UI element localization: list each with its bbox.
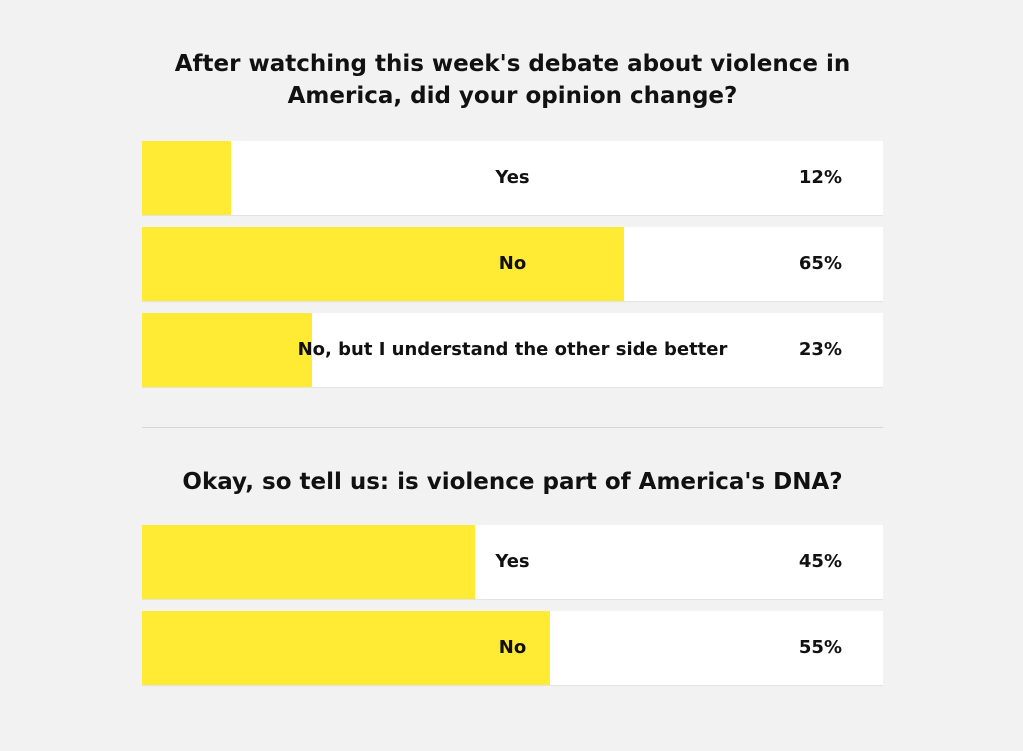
poll-option-percent: 12% xyxy=(798,167,842,188)
poll-options: Yes 45% No 55% xyxy=(142,525,883,697)
poll-option-yes[interactable]: Yes 12% xyxy=(142,141,883,215)
poll-option-percent: 45% xyxy=(798,551,842,572)
section-divider xyxy=(142,427,883,428)
poll-option-no[interactable]: No 55% xyxy=(142,611,883,685)
poll-result-bar xyxy=(142,611,550,685)
poll-question: After watching this week's debate about … xyxy=(174,51,851,109)
poll-option-label: Yes xyxy=(495,551,530,572)
poll-result-bar xyxy=(142,141,231,215)
poll-result-bar xyxy=(142,227,624,301)
poll-question: Okay, so tell us: is violence part of Am… xyxy=(182,469,843,495)
poll-option-no[interactable]: No 65% xyxy=(142,227,883,301)
poll-option-label: No xyxy=(498,637,527,658)
poll-option-yes[interactable]: Yes 45% xyxy=(142,525,883,599)
poll-result-bar xyxy=(142,525,476,599)
poll-option-no-but-understand[interactable]: No, but I understand the other side bett… xyxy=(142,313,883,387)
poll-option-label: No, but I understand the other side bett… xyxy=(297,339,728,360)
poll-option-label: Yes xyxy=(495,167,530,188)
poll-result-bar xyxy=(142,313,313,387)
poll-option-percent: 55% xyxy=(798,637,842,658)
poll-option-label: No xyxy=(498,253,527,274)
poll-option-percent: 23% xyxy=(798,339,842,360)
poll-options: Yes 12% No 65% No, but I understand the … xyxy=(142,141,883,399)
poll-option-percent: 65% xyxy=(798,253,842,274)
